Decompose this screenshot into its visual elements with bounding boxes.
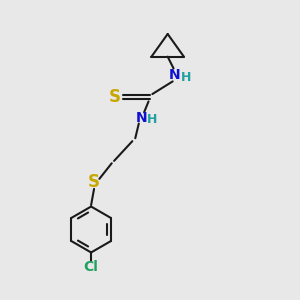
Text: N: N — [135, 111, 147, 124]
Text: H: H — [181, 71, 191, 84]
Text: N: N — [169, 68, 181, 82]
Text: H: H — [147, 113, 158, 127]
Text: S: S — [88, 173, 100, 191]
Text: Cl: Cl — [84, 260, 98, 274]
Text: S: S — [109, 88, 121, 106]
